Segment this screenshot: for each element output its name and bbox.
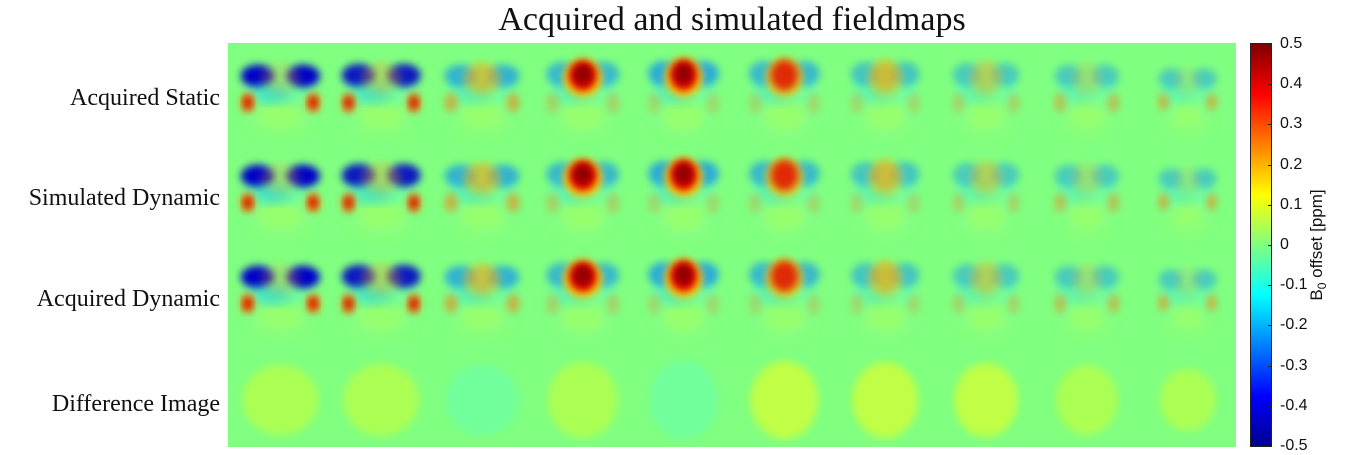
fieldmap-slice — [850, 260, 920, 338]
fieldmap-slice — [648, 259, 719, 339]
colorbar-tick-label: 0.3 — [1280, 115, 1303, 133]
fieldmap-slice — [1054, 162, 1120, 235]
colorbar-tick-mark — [1268, 405, 1272, 407]
colorbar-tick-label: -0.2 — [1280, 316, 1308, 334]
colorbar-tick-label: 0.5 — [1280, 35, 1303, 52]
fieldmap-slice — [749, 158, 820, 238]
colorbar-tick-label: 0.4 — [1280, 75, 1303, 93]
colorbar-label-sub: 0 — [1315, 282, 1330, 290]
fieldmap-slice — [546, 260, 620, 338]
fieldmap-slice — [1158, 166, 1217, 233]
fieldmap-slice — [341, 61, 421, 135]
fieldmap-slice — [954, 363, 1018, 437]
colorbar-tick-mark — [1268, 164, 1272, 166]
colorbar-tick-label: 0.1 — [1280, 195, 1303, 213]
colorbar-tick-mark — [1268, 84, 1272, 86]
fieldmap-slice — [749, 259, 820, 339]
fieldmap-slice — [852, 362, 919, 438]
colorbar-label-b: B — [1306, 289, 1326, 301]
fieldmap-slice — [1158, 267, 1217, 334]
fieldmap-slice — [547, 362, 618, 438]
colorbar-tick-mark — [1268, 325, 1272, 327]
fieldmap-slice — [444, 62, 520, 135]
fieldmap-montage — [228, 43, 1236, 447]
fieldmap-slice — [850, 159, 920, 237]
fieldmap-slice — [240, 263, 320, 336]
colorbar-tick-mark — [1268, 446, 1272, 447]
fieldmap-slice — [444, 162, 520, 235]
colorbar-label-rest: offset [ppm] — [1306, 189, 1326, 283]
figure-title: Acquired and simulated fieldmaps — [498, 1, 966, 38]
fieldmap-slice — [240, 62, 320, 135]
row-label-simulated-dynamic: Simulated Dynamic — [28, 185, 220, 211]
colorbar-tick-mark — [1268, 204, 1272, 206]
fieldmap-slice — [1054, 263, 1120, 336]
fieldmap-slice — [850, 59, 920, 137]
colorbar-tick-mark — [1268, 365, 1272, 367]
colorbar-tick-label: -0.4 — [1280, 396, 1308, 414]
colorbar-tick-label: 0 — [1280, 236, 1289, 253]
colorbar-tick-mark — [1268, 285, 1272, 287]
fieldmap-slice — [444, 263, 520, 336]
row-label-acquired-static: Acquired Static — [70, 85, 220, 111]
fieldmap-slice — [446, 365, 518, 435]
colorbar-tick-mark — [1268, 44, 1272, 45]
fieldmap-slice — [242, 365, 319, 435]
fieldmap-slice — [648, 58, 719, 138]
colorbar-tick-mark — [1268, 245, 1272, 246]
fieldmap-slice — [341, 262, 421, 336]
fieldmap-slice — [546, 159, 620, 237]
row-label-acquired-dynamic: Acquired Dynamic — [36, 286, 220, 312]
colorbar-tick-label: -0.1 — [1280, 276, 1308, 294]
fieldmap-slice — [749, 58, 820, 138]
fieldmap-slice — [240, 162, 320, 235]
fieldmap-slice — [1055, 365, 1118, 435]
fieldmap-slice — [952, 261, 1020, 337]
row-label-difference-image: Difference Image — [51, 391, 220, 417]
fieldmap-slice — [546, 59, 620, 137]
colorbar-tick-label: -0.5 — [1280, 437, 1308, 454]
fieldmap-slice — [952, 160, 1020, 236]
fieldmap-slice — [1158, 66, 1217, 133]
fieldmap-slice — [648, 158, 719, 238]
fieldmap-slice — [1054, 62, 1120, 135]
colorbar-tick-label: -0.3 — [1280, 356, 1308, 374]
colorbar-tick-label: 0.2 — [1280, 155, 1303, 173]
fieldmap-slice — [343, 364, 420, 436]
fieldmap-slice — [649, 361, 718, 439]
fieldmap-slice — [750, 361, 819, 439]
colorbar-tick-mark — [1268, 124, 1272, 126]
fieldmap-slice — [952, 60, 1020, 136]
fieldmap-slice — [341, 161, 421, 235]
fieldmap-slice — [1159, 369, 1216, 431]
